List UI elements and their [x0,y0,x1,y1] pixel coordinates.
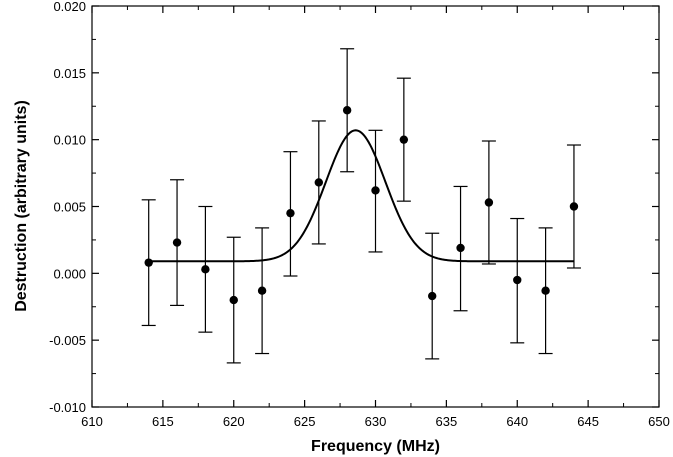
y-tick-label: 0.015 [53,66,86,81]
data-point [399,135,409,144]
fit-curve [148,129,574,263]
error-bars [141,48,581,364]
y-tick-label: 0.010 [53,133,86,148]
data-point [144,258,153,267]
x-tick-label: 650 [648,414,670,429]
axis-ticks [91,5,660,408]
data-point [201,265,210,274]
data-points [144,106,579,305]
x-tick-label: 640 [506,414,528,429]
data-point [484,198,494,207]
y-tick-label: -0.010 [49,400,86,415]
x-tick-label: 625 [294,414,316,429]
x-tick-label: 645 [577,414,599,429]
x-tick-label: 620 [223,414,245,429]
data-point [569,202,579,211]
data-point [257,286,267,295]
y-axis-title: Destruction (arbitrary units) [13,100,30,312]
data-point [541,286,550,295]
x-tick-labels: 610 615 620 625 630 635 640 645 650 [81,414,670,429]
x-tick-label: 630 [365,414,387,429]
y-tick-label: 0.020 [53,0,86,14]
x-tick-label: 615 [152,414,174,429]
y-tick-label: 0.000 [53,266,86,281]
x-tick-label: 610 [81,414,103,429]
data-point [428,291,437,301]
data-point [229,295,238,305]
data-point [172,238,182,247]
data-point [371,186,380,195]
data-point [286,208,295,218]
x-tick-label: 635 [436,414,458,429]
y-tick-label: -0.005 [49,333,86,348]
y-tick-labels: -0.010 -0.005 0.000 0.005 0.010 0.015 0.020 [49,0,86,415]
data-point [456,243,465,253]
data-point [342,106,352,115]
y-tick-label: 0.005 [53,200,86,215]
x-axis-title: Frequency (MHz) [311,438,440,455]
data-point [314,178,323,187]
data-point [513,275,522,285]
